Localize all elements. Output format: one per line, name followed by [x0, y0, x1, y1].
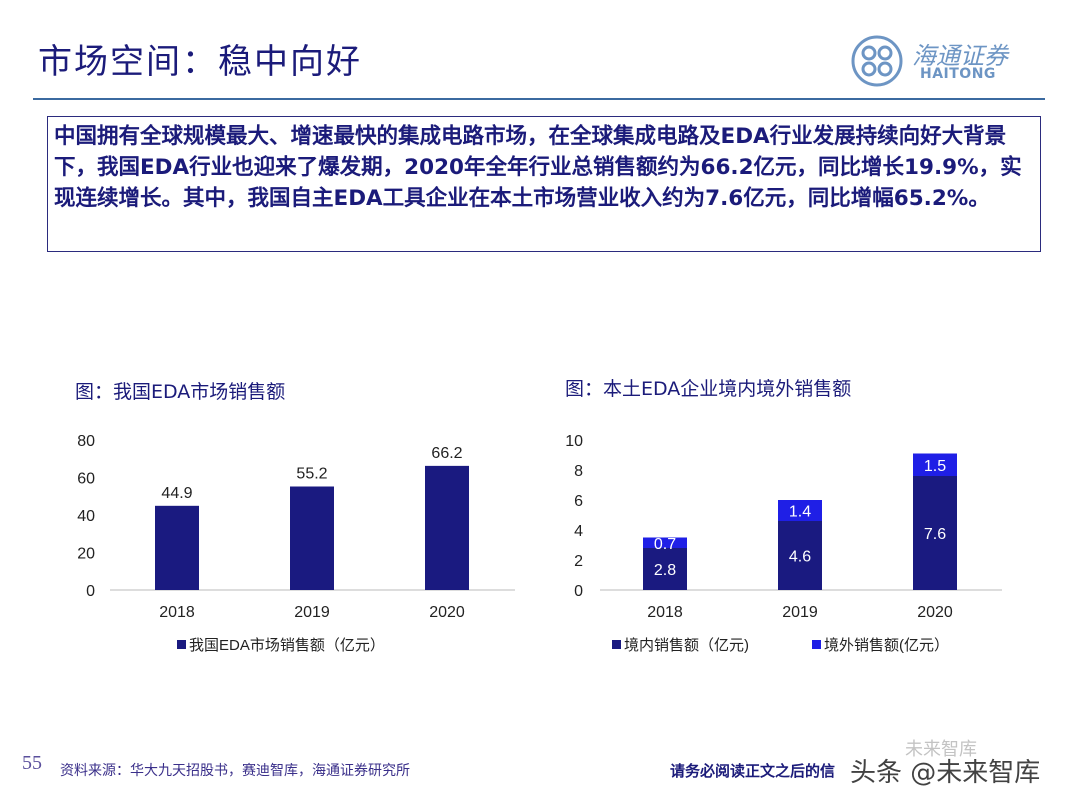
bar-2020-s0 — [425, 465, 469, 590]
bar-2018-s1 — [643, 537, 687, 548]
x-tick-label: 2018 — [647, 604, 683, 621]
data-label: 2.8 — [654, 562, 676, 579]
y-tick-label: 2 — [574, 553, 583, 570]
chart1-title: 图：我国EDA市场销售额 — [75, 381, 286, 403]
logo-emblem-icon — [851, 35, 903, 87]
x-tick-label: 2020 — [429, 604, 465, 621]
bar-2019-s0 — [290, 486, 334, 590]
bar-2020-s0 — [913, 476, 957, 590]
bar-2019-s0 — [778, 521, 822, 590]
bar-2018-s0 — [643, 548, 687, 590]
y-tick-label: 6 — [574, 493, 583, 510]
y-tick-label: 0 — [574, 583, 583, 600]
data-label: 1.5 — [924, 458, 946, 475]
bar-2018-s0 — [155, 505, 199, 590]
source-note: 资料来源：华大九天招股书，赛迪智库，海通证券研究所 — [60, 763, 410, 779]
summary-box: 中国拥有全球规模最大、增速最快的集成电路市场，在全球集成电路及EDA行业发展持续… — [47, 116, 1041, 252]
y-tick-label: 80 — [77, 433, 95, 450]
logo-text-en: HAITONG — [920, 66, 996, 82]
y-tick-label: 8 — [574, 463, 583, 480]
disclaimer: 请务必阅读正文之后的信 — [670, 762, 836, 780]
data-label: 4.6 — [789, 549, 811, 566]
bar-2020-s1 — [913, 453, 957, 476]
legend-swatch — [177, 640, 186, 649]
y-tick-label: 10 — [565, 433, 583, 450]
watermark-faint: 未来智库 — [905, 739, 977, 760]
haitong-logo: 海通证券 HAITONG — [850, 34, 1040, 87]
chart2-title: 图：本土EDA企业境内境外销售额 — [565, 378, 852, 400]
page-number: 55 — [22, 752, 42, 774]
data-label: 44.9 — [161, 485, 192, 502]
y-tick-label: 20 — [77, 546, 95, 563]
logo-text-cn: 海通证券 — [912, 42, 1008, 70]
bar-2019-s1 — [778, 500, 822, 521]
x-tick-label: 2018 — [159, 604, 195, 621]
data-label: 0.7 — [654, 536, 676, 553]
x-tick-label: 2020 — [917, 604, 953, 621]
legend-swatch — [612, 640, 621, 649]
legend-swatch — [812, 640, 821, 649]
page-title: 市场空间：稳中向好 — [38, 42, 362, 82]
y-tick-label: 4 — [574, 523, 583, 540]
y-tick-label: 60 — [77, 471, 95, 488]
x-tick-label: 2019 — [782, 604, 818, 621]
x-tick-label: 2019 — [294, 604, 330, 621]
title-divider — [33, 98, 1045, 100]
legend-label: 我国EDA市场销售额（亿元） — [189, 637, 385, 654]
y-tick-label: 40 — [77, 508, 95, 525]
watermark: 头条 @未来智库 — [850, 758, 1041, 788]
y-tick-label: 0 — [86, 583, 95, 600]
legend-label: 境内销售额（亿元) — [624, 636, 749, 654]
data-label: 55.2 — [296, 466, 327, 483]
data-label: 1.4 — [789, 504, 811, 521]
data-label: 7.6 — [924, 526, 946, 543]
legend-label: 境外销售额(亿元） — [824, 636, 949, 654]
data-label: 66.2 — [431, 445, 462, 462]
